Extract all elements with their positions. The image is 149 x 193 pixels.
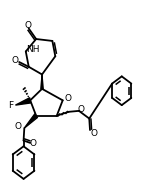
Text: O: O: [15, 122, 22, 131]
Text: O: O: [24, 20, 31, 30]
Text: O: O: [30, 139, 37, 148]
Text: O: O: [91, 129, 98, 138]
Text: O: O: [12, 56, 19, 65]
Text: O: O: [64, 94, 71, 103]
Text: O: O: [78, 105, 85, 114]
Text: F: F: [8, 101, 13, 110]
Polygon shape: [24, 114, 37, 128]
Polygon shape: [15, 98, 31, 105]
Polygon shape: [41, 75, 43, 89]
Text: NH: NH: [27, 45, 40, 54]
